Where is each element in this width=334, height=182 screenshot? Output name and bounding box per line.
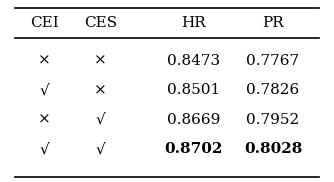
Text: √: √ bbox=[96, 142, 106, 156]
Text: ×: × bbox=[38, 113, 51, 127]
Text: 0.8501: 0.8501 bbox=[167, 83, 220, 97]
Text: PR: PR bbox=[262, 16, 284, 30]
Text: √: √ bbox=[39, 83, 49, 97]
Text: ×: × bbox=[95, 54, 107, 68]
Text: 0.7767: 0.7767 bbox=[246, 54, 300, 68]
Text: 0.8473: 0.8473 bbox=[167, 54, 220, 68]
Text: CES: CES bbox=[84, 16, 117, 30]
Text: ×: × bbox=[38, 54, 51, 68]
Text: √: √ bbox=[96, 113, 106, 127]
Text: 0.8669: 0.8669 bbox=[167, 113, 220, 127]
Text: ×: × bbox=[95, 83, 107, 97]
Text: HR: HR bbox=[181, 16, 206, 30]
Text: CEI: CEI bbox=[30, 16, 59, 30]
Text: 0.7952: 0.7952 bbox=[246, 113, 300, 127]
Text: 0.8702: 0.8702 bbox=[164, 142, 223, 156]
Text: √: √ bbox=[39, 142, 49, 156]
Text: 0.7826: 0.7826 bbox=[246, 83, 300, 97]
Text: 0.8028: 0.8028 bbox=[244, 142, 302, 156]
